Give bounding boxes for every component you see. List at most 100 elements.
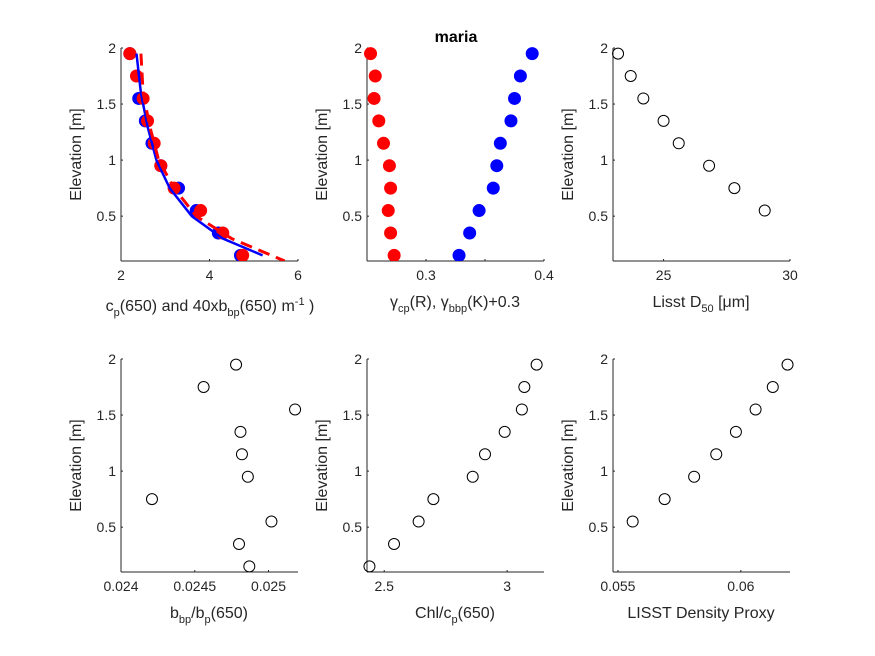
data-point [749, 403, 762, 416]
panel-1-xlabel: cp(650) and 40xbbp(650) m-1 ) [106, 296, 315, 319]
data-point [504, 114, 518, 128]
x-tick-label: 25 [656, 267, 672, 283]
data-point [466, 470, 479, 483]
data-point [479, 448, 491, 461]
panel-2-plot-area [364, 47, 539, 261]
panel-2-ylabel: Elevation [m] [314, 108, 331, 200]
data-point [472, 204, 486, 218]
data-point [766, 381, 779, 394]
data-point [377, 136, 391, 150]
data-point [123, 47, 137, 61]
panel-6-ylabel: Elevation [m] [560, 419, 577, 511]
panel-4-plot-area [145, 358, 302, 572]
data-point [703, 159, 716, 172]
data-point [657, 114, 670, 127]
data-point [372, 114, 386, 128]
y-tick-label: 2 [354, 351, 362, 367]
panel-6: 0.055 0.06 0.5 1 1.5 2 Elevation [m] [560, 351, 794, 594]
y-tick-label: 1 [108, 463, 116, 479]
data-point [367, 91, 381, 105]
data-point [493, 136, 507, 150]
panel-5: 2.5 3 0.5 1 1.5 2 Elevation [m] [314, 351, 544, 594]
y-tick-label: 2 [354, 40, 362, 56]
data-point [289, 403, 302, 416]
data-point [427, 493, 440, 506]
y-tick-label: 0.5 [589, 519, 609, 535]
data-point [412, 515, 425, 528]
data-point [265, 515, 278, 528]
y-tick-label: 2 [600, 351, 608, 367]
y-tick-label: 1 [108, 152, 116, 168]
series-line [135, 53, 264, 257]
panel-1-plot-area [123, 47, 286, 261]
data-point [498, 425, 511, 438]
data-point [626, 515, 639, 528]
data-point [530, 358, 543, 371]
panel-1: 2 4 6 0.5 1 1.5 2 Elevation [m] [68, 40, 302, 283]
data-point [658, 493, 671, 506]
data-point [234, 425, 247, 438]
data-point [364, 47, 378, 61]
data-point [235, 448, 248, 461]
data-point [463, 226, 477, 240]
data-point [236, 248, 250, 261]
x-tick-label: 0.0245 [173, 578, 216, 594]
data-point [710, 448, 723, 461]
data-point [145, 493, 158, 506]
data-point [758, 204, 771, 217]
data-point [233, 537, 245, 550]
x-tick-label: 2.5 [374, 578, 394, 594]
panel-1-ylabel: Elevation [m] [68, 108, 85, 200]
data-point [508, 91, 521, 105]
data-point [230, 358, 243, 371]
data-point [452, 248, 466, 261]
y-tick-label: 0.5 [97, 208, 117, 224]
data-point [525, 47, 539, 61]
data-point [513, 69, 527, 83]
data-point [384, 181, 398, 195]
panel-4-xlabel: bbp/bp(650) [170, 605, 248, 626]
y-tick-label: 1.5 [589, 407, 609, 423]
y-tick-label: 2 [108, 351, 116, 367]
y-tick-label: 1.5 [343, 96, 363, 112]
panel-2-xlabel: γcp(R), γbbp(K)+0.3 [390, 294, 520, 315]
x-tick-label: 30 [782, 267, 798, 283]
data-point [637, 92, 650, 105]
x-tick-label: 6 [294, 267, 302, 283]
data-point [381, 204, 395, 218]
panel-3-xlabel: Lisst D50 [μm] [652, 294, 749, 315]
panel-3-ylabel: Elevation [m] [560, 108, 577, 200]
data-point [368, 69, 382, 83]
y-tick-label: 2 [600, 40, 608, 56]
y-tick-label: 1 [600, 152, 608, 168]
x-tick-label: 0.055 [600, 578, 635, 594]
panel-4: 0.024 0.0245 0.025 0.5 1 1.5 2 Elevation [m] [68, 351, 302, 594]
y-tick-label: 2 [108, 40, 116, 56]
y-tick-label: 0.5 [343, 208, 363, 224]
x-tick-label: 2 [117, 267, 125, 283]
data-point [612, 47, 625, 60]
panel-3: 25 30 0.5 1 1.5 2 Elevation [m] [560, 40, 798, 283]
y-tick-label: 0.5 [97, 519, 117, 535]
data-point [243, 560, 256, 572]
data-point [382, 159, 396, 173]
panel-6-xlabel: LISST Density Proxy [627, 605, 774, 622]
y-tick-label: 0.5 [343, 519, 363, 535]
data-point [728, 182, 741, 195]
y-tick-label: 1.5 [97, 407, 117, 423]
y-tick-label: 1.5 [343, 407, 363, 423]
data-point [384, 226, 398, 240]
y-tick-label: 1 [354, 463, 362, 479]
data-point [515, 403, 528, 416]
x-tick-label: 0.025 [251, 578, 286, 594]
panel-5-xlabel: Chl/cp(650) [415, 605, 495, 626]
data-point [486, 181, 500, 195]
x-tick-label: 0.06 [727, 578, 754, 594]
data-point [490, 159, 504, 173]
x-tick-label: 0.3 [416, 267, 436, 283]
data-point [241, 470, 254, 483]
data-point [518, 381, 531, 394]
y-tick-label: 1 [600, 463, 608, 479]
data-point [624, 70, 637, 83]
